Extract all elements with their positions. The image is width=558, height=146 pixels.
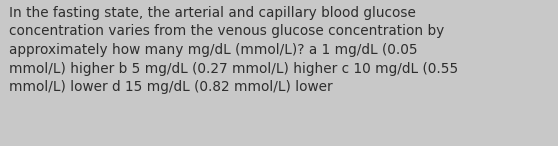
Text: In the fasting state, the arterial and capillary blood glucose
concentration var: In the fasting state, the arterial and c… xyxy=(9,6,458,94)
